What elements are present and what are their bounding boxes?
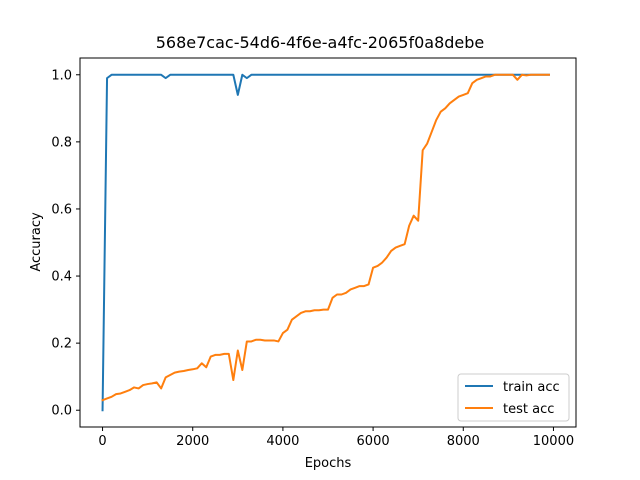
legend: train acc test acc (457, 373, 570, 422)
x-tick-label: 10000 (533, 434, 574, 449)
plot-lines (101, 73, 550, 412)
y-tick-label: 0.2 (51, 337, 72, 352)
chart-title: 568e7cac-54d6-4f6e-a4fc-2065f0a8debe (156, 33, 485, 52)
x-axis-label: Epochs (305, 456, 352, 471)
series-line-test-acc (101, 73, 550, 402)
x-tick-label: 6000 (357, 434, 390, 449)
x-axis: 0 2000 4000 6000 8000 10000 (98, 427, 574, 449)
legend-label-train-acc: train acc (503, 380, 560, 395)
series-line-train-acc (101, 73, 550, 412)
x-tick-label: 2000 (176, 434, 209, 449)
axes-frame (79, 57, 577, 428)
x-tick-label: 8000 (447, 434, 480, 449)
y-tick-label: 0.0 (51, 404, 72, 419)
y-tick-label: 1.0 (51, 68, 72, 83)
y-axis: 0.0 0.2 0.4 0.6 0.8 1.0 (51, 68, 80, 419)
legend-label-test-acc: test acc (503, 402, 554, 417)
x-tick-label: 0 (98, 434, 106, 449)
y-tick-label: 0.4 (51, 270, 72, 285)
y-tick-label: 0.6 (51, 202, 72, 217)
x-tick-label: 4000 (266, 434, 299, 449)
y-axis-label: Accuracy (29, 212, 44, 272)
y-tick-label: 0.8 (51, 135, 72, 150)
